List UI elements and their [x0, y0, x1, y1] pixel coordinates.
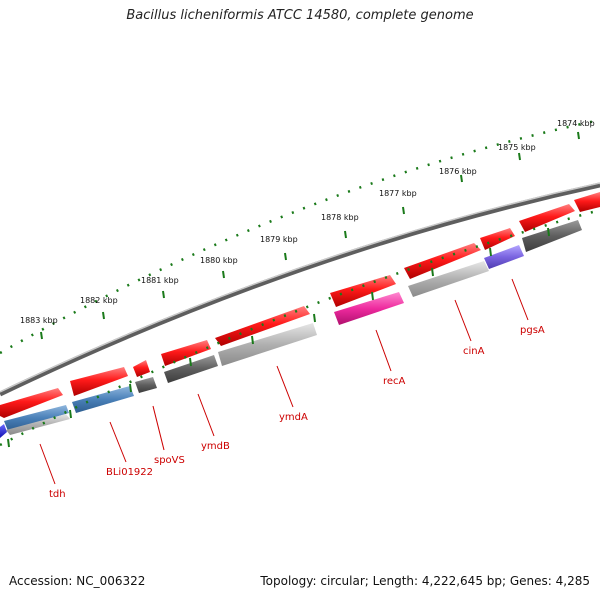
gene-arrow-forward[interactable] — [161, 340, 211, 366]
gene-arrow-forward[interactable] — [330, 275, 396, 307]
scale-label: 1875 kbp — [498, 143, 536, 152]
scale-label: 1882 kbp — [80, 296, 118, 305]
reverse-strand-genes — [0, 220, 582, 438]
gene-arrow-reverse[interactable] — [164, 355, 218, 383]
genome-backbone — [0, 182, 600, 397]
gene-label-ymdb: ymdB — [201, 441, 230, 452]
scale-label: 1881 kbp — [141, 276, 179, 285]
scale-label: 1876 kbp — [439, 167, 477, 176]
scale-label: 1883 kbp — [20, 316, 58, 325]
scale-label: 1874 kbp — [557, 119, 595, 128]
gene-arrow-reverse[interactable] — [6, 414, 70, 435]
forward-strand-genes — [0, 192, 600, 418]
gene-arrow-reverse[interactable] — [72, 386, 134, 413]
gene-label-pgsa: pgsA — [520, 325, 545, 336]
scale-label: 1878 kbp — [321, 213, 359, 222]
gene-arrow-forward[interactable] — [70, 367, 128, 396]
gene-arrow-forward[interactable] — [519, 204, 575, 232]
gene-labels: tdh BLi01922 spoVS ymdB ymdA recA cinA p… — [49, 325, 545, 500]
gene-label-leaders — [39, 278, 529, 485]
gene-label-cina: cinA — [463, 346, 485, 357]
inner-major-ticks — [7, 227, 550, 448]
outer-scale-ring — [0, 118, 600, 355]
gene-arrow-reverse[interactable] — [334, 292, 404, 325]
genome-summary-label: Topology: circular; Length: 4,222,645 bp… — [260, 574, 590, 588]
scale-label: 1880 kbp — [200, 256, 238, 265]
gene-label-bli01922: BLi01922 — [106, 467, 153, 478]
gene-arrow-forward[interactable] — [480, 228, 515, 250]
scale-label: 1879 kbp — [260, 235, 298, 244]
gene-arrow-forward[interactable] — [574, 192, 600, 212]
scale-labels: 1874 kbp 1875 kbp 1876 kbp 1877 kbp 1878… — [20, 119, 595, 325]
scale-label: 1877 kbp — [379, 189, 417, 198]
gene-arrow-reverse[interactable] — [135, 377, 157, 393]
gene-arrow-forward[interactable] — [404, 243, 481, 279]
gene-arrow-forward[interactable] — [0, 388, 63, 418]
gene-label-tdh: tdh — [49, 489, 66, 500]
map-title: Bacillus licheniformis ATCC 14580, compl… — [126, 8, 474, 23]
outer-major-ticks — [40, 131, 580, 340]
gene-arrow-reverse[interactable] — [522, 220, 582, 252]
gene-arrow-reverse[interactable] — [218, 323, 317, 366]
accession-label: Accession: NC_006322 — [9, 574, 146, 588]
gene-label-reca: recA — [383, 376, 406, 387]
gene-arrow-reverse[interactable] — [408, 261, 489, 297]
gene-label-spovs: spoVS — [154, 455, 185, 466]
gene-arrow-reverse[interactable] — [0, 424, 7, 438]
gene-label-ymda: ymdA — [279, 412, 308, 423]
gene-arrow-reverse[interactable] — [484, 245, 524, 269]
gene-arrow-reverse[interactable] — [4, 405, 69, 431]
gene-arrow-forward[interactable] — [133, 360, 150, 377]
